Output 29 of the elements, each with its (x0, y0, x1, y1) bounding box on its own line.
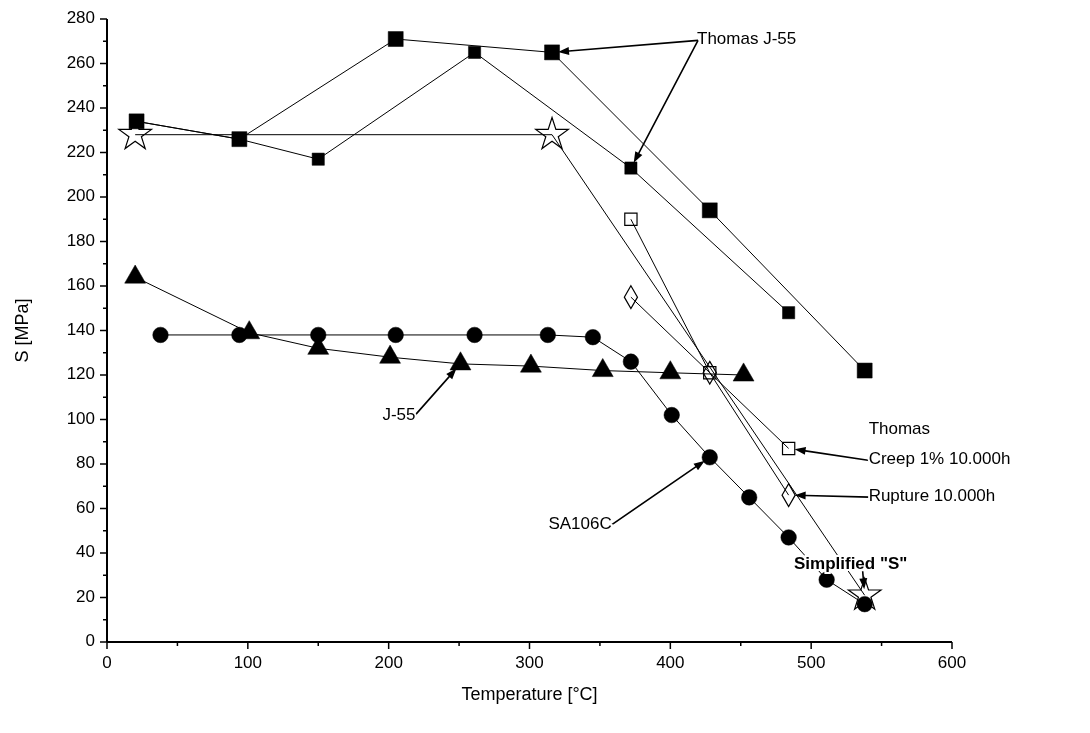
y-tick-label: 180 (66, 230, 95, 250)
annotation: SA106C (548, 514, 612, 534)
y-tick-label: 260 (66, 52, 95, 72)
y-axis-title: S [MPa] (12, 298, 32, 363)
x-axis-title: Temperature [°C] (461, 684, 598, 704)
x-tick-label: 400 (656, 653, 685, 672)
x-tick-label: 0 (102, 653, 112, 672)
y-tick-label: 240 (66, 97, 95, 117)
annotation: J-55 (382, 405, 416, 425)
y-tick-label: 60 (76, 497, 95, 517)
y-tick-label: 200 (66, 186, 95, 206)
annotation: Rupture 10.000h (868, 486, 996, 506)
x-tick-label: 300 (515, 653, 544, 672)
annotation: Thomas Creep 1% 10.000h (868, 419, 1011, 469)
x-tick-label: 600 (937, 653, 967, 672)
x-tick-label: 200 (374, 653, 403, 672)
y-tick-label: 160 (66, 275, 95, 295)
y-tick-label: 280 (66, 8, 95, 28)
y-tick-label: 20 (76, 586, 95, 606)
annotation: Thomas J-55 (697, 29, 797, 49)
y-tick-label: 0 (85, 631, 95, 651)
y-tick-label: 40 (76, 542, 95, 562)
y-tick-label: 120 (66, 364, 95, 384)
y-tick-label: 220 (66, 141, 95, 161)
x-tick-label: 500 (796, 653, 826, 672)
y-tick-label: 80 (76, 453, 95, 473)
y-tick-label: 140 (66, 319, 95, 339)
y-tick-label: 100 (66, 408, 95, 428)
x-tick-label: 100 (233, 653, 263, 672)
